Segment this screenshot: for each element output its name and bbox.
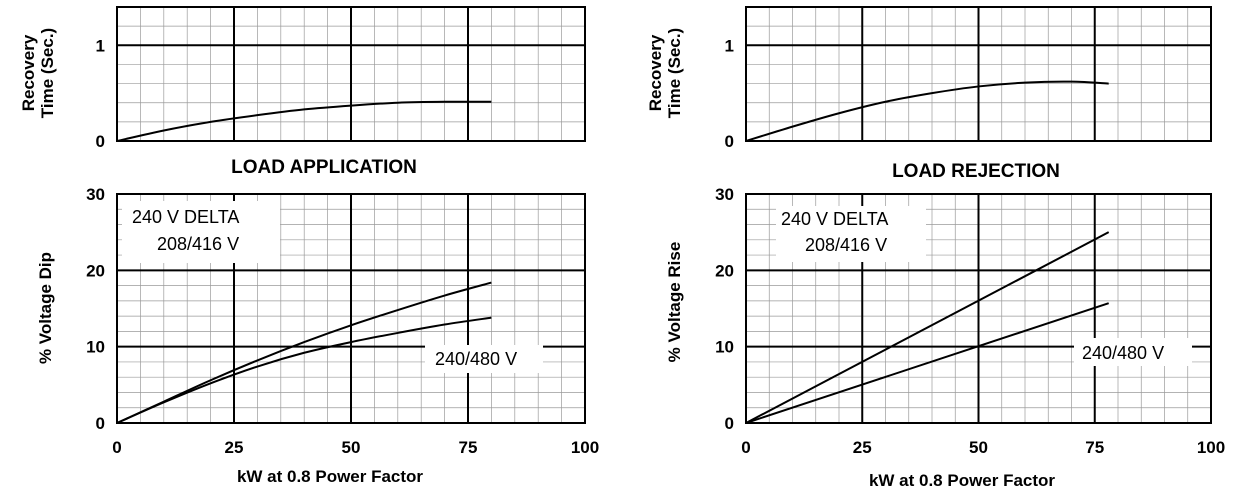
plot-frame [745,6,1212,142]
app-voltage-xlabel: kW at 0.8 Power Factor [237,467,423,486]
rej-recovery-ylabel-line2: Time (Sec.) [665,28,684,118]
app-voltage-title: LOAD APPLICATION [231,157,417,178]
app-recovery-ylabel-line1: Recovery [19,34,38,111]
app-recovery-ytick-label: 0 [96,132,105,151]
app-voltage-ytick-label: 30 [86,185,105,204]
rej-recovery-panel: 0 1 Recovery Time (Sec.) [646,6,1212,151]
rej-voltage-ytick-label: 30 [715,185,734,204]
app-voltage-panel: 0 10 20 30 0 25 50 75 100 LOAD APPLICATION % Vol… [36,157,599,486]
rej-voltage-ytick-label: 20 [715,261,734,280]
rej-recovery-ylabel-line1: Recovery [646,34,665,111]
rej-voltage-xtick-label: 0 [741,438,750,457]
rej-voltage-xtick-label: 25 [853,438,872,457]
rej-voltage-panel: 0 10 20 30 0 25 50 75 100 LOAD REJECTION % Volta… [665,161,1225,490]
rej-voltage-xtick-label: 100 [1197,438,1225,457]
plot-frame [745,193,1212,424]
rej-annotation-240-480: 240/480 V [1082,343,1164,363]
app-recovery-ylabel-line2: Time (Sec.) [38,28,57,118]
app-recovery-series-line-1 [116,100,492,142]
app-annotation-delta: 240 V DELTA [132,207,239,227]
rej-voltage-xlabel: kW at 0.8 Power Factor [869,471,1055,490]
rej-recovery-ytick-label: 0 [725,132,734,151]
rej-annotation-delta: 240 V DELTA [781,209,888,229]
rej-voltage-series-line-2 [745,302,1110,424]
app-annotation-208: 208/416 V [157,234,239,254]
rej-voltage-ytick-label: 0 [725,414,734,433]
app-voltage-series-line-2 [116,316,492,424]
plot-frame [116,193,586,424]
rej-voltage-ylabel: % Voltage Rise [665,242,684,363]
app-recovery-ytick-label: 1 [96,36,105,55]
rej-recovery-ytick-label: 1 [725,36,734,55]
app-voltage-series-line-1 [116,281,492,424]
app-voltage-ylabel: % Voltage Dip [36,252,55,364]
rej-voltage-series-line-1 [745,231,1110,424]
app-voltage-xtick-label: 50 [342,438,361,457]
rej-voltage-xtick-label: 50 [969,438,988,457]
app-voltage-xtick-label: 0 [112,438,121,457]
app-voltage-ytick-label: 0 [96,414,105,433]
app-annotation-240-480: 240/480 V [435,349,517,369]
rej-recovery-series-line-1 [745,80,1109,142]
rej-voltage-title: LOAD REJECTION [892,161,1060,182]
app-voltage-xtick-label: 75 [459,438,478,457]
app-recovery-panel: 0 1 Recovery Time (Sec.) [19,6,586,151]
app-voltage-ytick-label: 20 [86,261,105,280]
app-voltage-xtick-label: 25 [225,438,244,457]
app-voltage-xtick-label: 100 [571,438,599,457]
rej-voltage-xtick-label: 75 [1085,438,1104,457]
plot-frame [116,6,586,142]
rej-annotation-208: 208/416 V [805,235,887,255]
rej-voltage-ytick-label: 10 [715,338,734,357]
app-voltage-ytick-label: 10 [86,338,105,357]
